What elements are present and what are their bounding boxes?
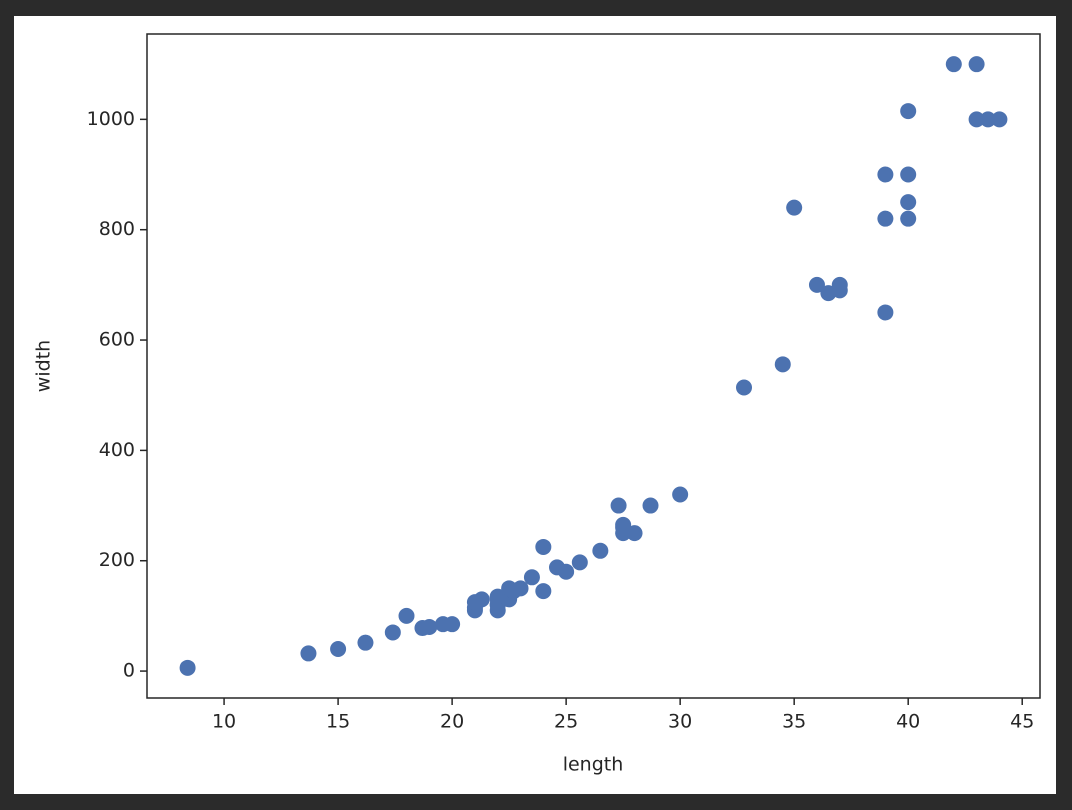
point xyxy=(980,111,997,128)
y-axis-label: width xyxy=(33,340,55,392)
point xyxy=(489,602,506,619)
point xyxy=(900,103,917,120)
point xyxy=(642,497,659,514)
x-tick-label: 30 xyxy=(668,711,692,733)
point xyxy=(736,379,753,396)
point xyxy=(945,56,962,73)
point xyxy=(900,194,917,211)
x-tick-label: 45 xyxy=(1010,711,1034,733)
point xyxy=(808,276,825,293)
point xyxy=(900,166,917,183)
x-tick-label: 10 xyxy=(212,711,236,733)
x-tick-label: 35 xyxy=(782,711,806,733)
point xyxy=(877,304,894,321)
y-tick-label: 0 xyxy=(123,660,135,682)
point xyxy=(357,634,374,651)
point xyxy=(592,542,609,559)
x-tick-label: 40 xyxy=(896,711,920,733)
point xyxy=(786,199,803,216)
point xyxy=(615,525,632,542)
point xyxy=(512,580,529,597)
x-axis-label: length xyxy=(563,754,624,776)
y-tick-label: 800 xyxy=(99,218,135,240)
y-tick-label: 400 xyxy=(99,439,135,461)
y-tick-label: 1000 xyxy=(87,108,135,130)
point xyxy=(774,356,791,373)
point xyxy=(831,282,848,299)
point xyxy=(877,210,894,227)
point xyxy=(398,607,415,624)
figure-background xyxy=(14,16,1056,794)
point xyxy=(968,111,985,128)
point xyxy=(900,210,917,227)
x-tick-label: 25 xyxy=(554,711,578,733)
point xyxy=(523,569,540,586)
point xyxy=(877,166,894,183)
point xyxy=(626,525,643,542)
point xyxy=(991,111,1008,128)
point xyxy=(473,591,490,608)
y-tick-label: 600 xyxy=(99,329,135,351)
point xyxy=(421,618,438,635)
point xyxy=(610,497,627,514)
point xyxy=(300,645,317,662)
point xyxy=(384,624,401,641)
point xyxy=(330,641,347,658)
point xyxy=(535,538,552,555)
axes-frame xyxy=(146,33,1041,699)
point xyxy=(571,554,588,571)
point xyxy=(179,659,196,676)
point xyxy=(558,563,575,580)
x-tick-label: 20 xyxy=(440,711,464,733)
y-tick-label: 200 xyxy=(99,549,135,571)
point xyxy=(444,616,461,633)
point xyxy=(968,56,985,73)
point xyxy=(672,486,689,503)
point xyxy=(535,583,552,600)
x-tick-label: 15 xyxy=(326,711,350,733)
